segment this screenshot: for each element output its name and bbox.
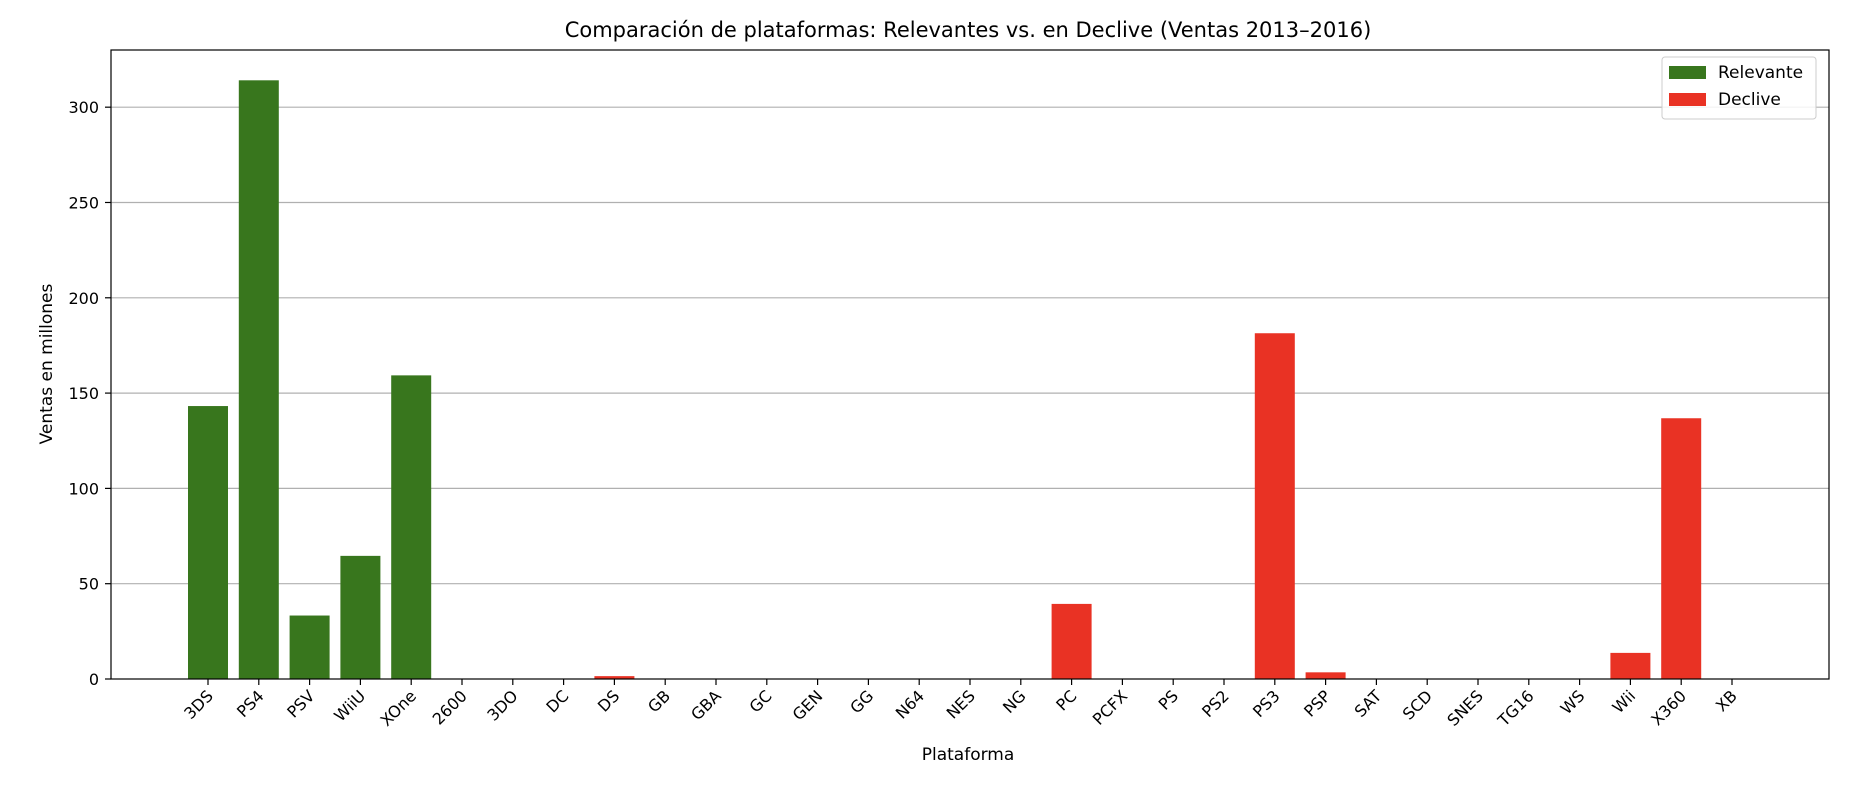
bar-declive-x360: [1661, 418, 1702, 679]
bar-relevante-ps4: [238, 80, 279, 679]
x-axis-label: Plataforma: [922, 745, 1015, 765]
bar-declive-ps3: [1254, 333, 1295, 679]
bar-declive-pc: [1051, 603, 1092, 679]
y-tick-label: 250: [68, 193, 99, 212]
y-axis: 0 50 100 150 200 250 300: [68, 98, 111, 689]
legend-swatch: [1669, 93, 1706, 106]
bar-relevante-psv: [289, 615, 330, 679]
bar-declive-wii: [1610, 652, 1651, 679]
chart-title: Comparación de plataformas: Relevantes v…: [565, 18, 1372, 42]
legend-label: Relevante: [1718, 63, 1803, 83]
y-tick-label: 300: [68, 98, 99, 117]
y-tick-label: 100: [68, 479, 99, 498]
legend: Relevante Declive: [1661, 56, 1817, 120]
bar-declive-ds: [594, 676, 635, 679]
y-axis-label: Ventas en millones: [37, 283, 57, 444]
legend-swatch: [1669, 66, 1706, 79]
bar-relevante-3ds: [188, 406, 228, 679]
legend-label: Declive: [1718, 90, 1781, 110]
y-tick-label: 200: [68, 289, 99, 308]
bar-relevante-wiiu: [340, 555, 381, 679]
y-tick-label: 150: [68, 384, 99, 403]
y-tick-label: 50: [79, 575, 99, 594]
bars: [188, 80, 1702, 679]
bar-relevante-xone: [391, 375, 432, 679]
y-tick-label: 0: [89, 670, 99, 689]
bar-declive-psp: [1305, 672, 1346, 679]
